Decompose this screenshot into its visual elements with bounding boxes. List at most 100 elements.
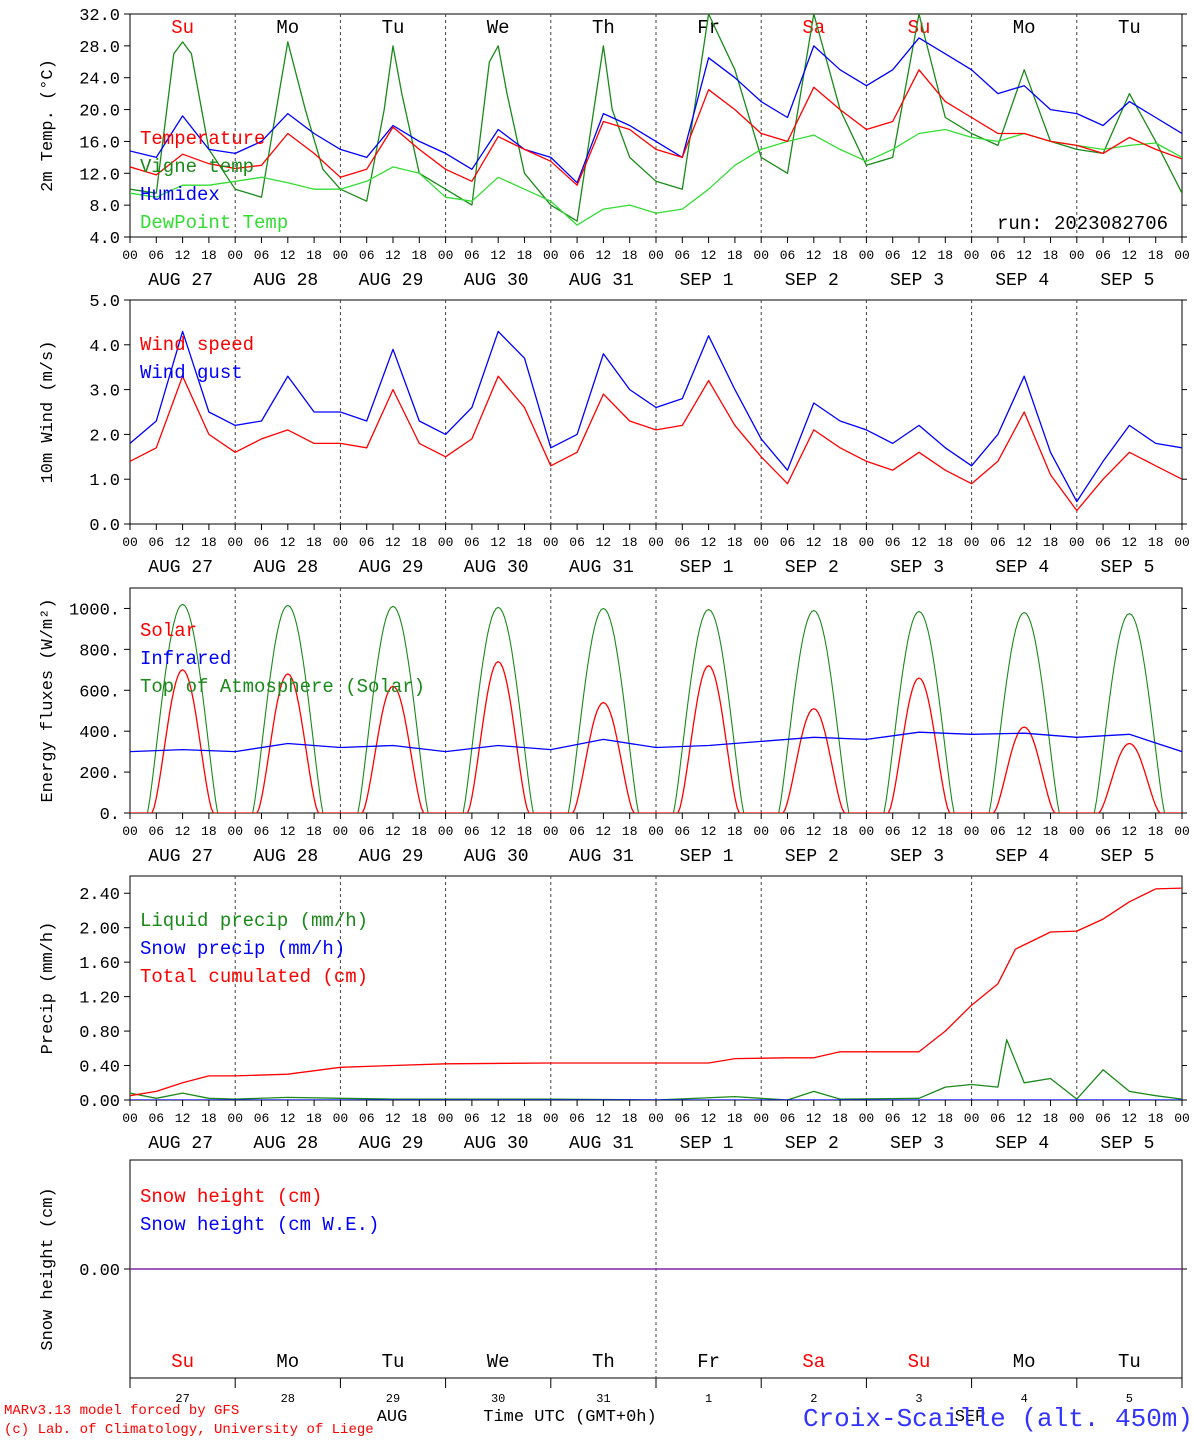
x-hour-label: 18	[411, 824, 427, 839]
x-day-number: 29	[386, 1392, 400, 1406]
x-date-label: AUG 27	[148, 1134, 213, 1154]
x-hour-label: 12	[701, 1111, 717, 1126]
x-hour-label: 12	[385, 1111, 401, 1126]
x-hour-label: 06	[359, 535, 375, 550]
x-hour-label: 06	[990, 248, 1006, 263]
day-name-label: Su	[908, 17, 931, 39]
x-hour-label: 00	[964, 248, 980, 263]
series-line	[130, 731, 1182, 753]
x-hour-label: 18	[411, 248, 427, 263]
y-tick-label: 0.00	[79, 1093, 120, 1112]
x-hour-label: 12	[911, 535, 927, 550]
x-hour-label: 18	[832, 1111, 848, 1126]
x-hour-label: 18	[832, 535, 848, 550]
legend-entry: Wind speed	[140, 334, 254, 356]
x-hour-label: 12	[490, 1111, 506, 1126]
footer-group: MARv3.13 model forced by GFS (c) Lab. of…	[4, 1403, 1193, 1438]
series-line	[130, 69, 1182, 186]
y-tick-label: 28.0	[79, 39, 120, 58]
plot-frame	[129, 587, 1183, 814]
x-hour-label: 06	[780, 248, 796, 263]
x-hour-label: 12	[806, 1111, 822, 1126]
x-hour-label: 12	[911, 824, 927, 839]
y-tick-label: 4.0	[89, 230, 120, 249]
x-hour-label: 00	[227, 824, 243, 839]
x-hour-label: 00	[648, 824, 664, 839]
x-date-label: SEP 3	[890, 558, 944, 578]
data-layer	[130, 887, 1182, 1100]
panel-1: 4.0 8.0 12.0 16.0 20.0 24.0 28.0 32.0 2m Temp. (…	[39, 7, 1190, 291]
x-hour-label: 06	[148, 248, 164, 263]
y-tick-label: 1.0	[89, 472, 120, 491]
x-hour-label: 00	[1069, 535, 1085, 550]
x-hour-label: 18	[411, 1111, 427, 1126]
x-hour-label: 12	[175, 1111, 191, 1126]
legend-entry: Top of Atmosphere (Solar)	[140, 676, 425, 698]
legend-entry: Humidex	[140, 184, 220, 206]
x-hour-label: 00	[227, 248, 243, 263]
toa-solar-line	[656, 608, 762, 813]
x-hour-label: 06	[885, 824, 901, 839]
x-hour-label: 12	[701, 248, 717, 263]
x-hour-label: 12	[385, 248, 401, 263]
x-date-label: SEP 1	[680, 558, 734, 578]
x-hour-label: 00	[1174, 248, 1190, 263]
x-hour-label: 18	[1148, 1111, 1164, 1126]
x-hour-label: 18	[306, 824, 322, 839]
x-hour-label: 18	[1043, 824, 1059, 839]
x-date-label: AUG 28	[253, 271, 318, 291]
legend-entry: Snow precip (mm/h)	[140, 938, 345, 960]
x-hour-label: 18	[937, 1111, 953, 1126]
y-tick-label: 0.40	[79, 1059, 120, 1078]
x-hour-label: 12	[385, 824, 401, 839]
y-tick-label: 400.	[79, 724, 120, 743]
x-hour-label: 00	[1174, 1111, 1190, 1126]
y-tick-label: 8.0	[89, 198, 120, 217]
y-tick-label: 0.0	[89, 517, 120, 536]
legend-entry: Infrared	[140, 648, 231, 670]
x-hour-label: 00	[438, 248, 454, 263]
day-name-label: Mo	[1013, 1351, 1036, 1373]
x-hour-label: 00	[1069, 248, 1085, 263]
x-hour-label: 00	[859, 535, 875, 550]
series-line	[130, 330, 1182, 503]
legend-entry: Snow height (cm)	[140, 1186, 322, 1208]
x-hour-label: 00	[753, 248, 769, 263]
y-tick-label: 2.0	[89, 427, 120, 446]
x-hour-label: 18	[937, 824, 953, 839]
x-hour-label: 12	[596, 1111, 612, 1126]
x-hour-label: 12	[1016, 248, 1032, 263]
x-hour-label: 00	[227, 1111, 243, 1126]
x-hour-label: 06	[254, 824, 270, 839]
y-axis-label: Energy fluxes (W/m²)	[39, 598, 58, 802]
x-date-label: SEP 1	[680, 271, 734, 291]
x-day-number: 5	[1126, 1392, 1133, 1406]
x-hour-label: 06	[674, 1111, 690, 1126]
data-layer	[130, 603, 1182, 813]
x-hour-label: 18	[306, 248, 322, 263]
x-hour-label: 12	[280, 1111, 296, 1126]
x-hour-label: 06	[254, 248, 270, 263]
x-hour-label: 18	[832, 248, 848, 263]
x-hour-label: 18	[201, 248, 217, 263]
toa-solar-line	[445, 606, 551, 813]
credit-line-1: MARv3.13 model forced by GFS	[4, 1403, 239, 1419]
solar-line	[550, 701, 656, 813]
x-hour-label: 06	[569, 248, 585, 263]
x-day-number: 4	[1021, 1392, 1028, 1406]
panel-3: 0. 200. 400. 600. 800. 1000. Energy fluxes (W/…	[39, 587, 1190, 867]
x-hour-label: 12	[280, 248, 296, 263]
x-hour-label: 12	[490, 824, 506, 839]
x-hour-label: 06	[990, 1111, 1006, 1126]
x-hour-label: 12	[1016, 535, 1032, 550]
x-hour-label: 12	[175, 535, 191, 550]
x-hour-label: 18	[622, 824, 638, 839]
x-hour-label: 06	[1095, 535, 1111, 550]
x-hour-label: 06	[464, 248, 480, 263]
x-hour-label: 00	[648, 248, 664, 263]
x-hour-label: 06	[464, 535, 480, 550]
x-hour-label: 06	[148, 1111, 164, 1126]
series-line	[130, 887, 1182, 1097]
legend-entry: DewPoint Temp	[140, 212, 288, 234]
x-day-number: 1	[705, 1392, 712, 1406]
